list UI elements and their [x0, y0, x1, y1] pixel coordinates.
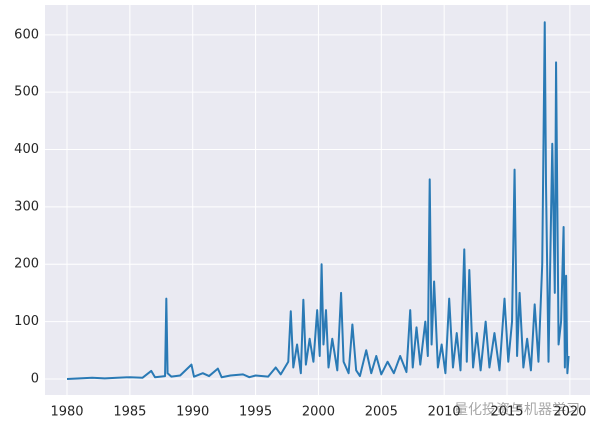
x-tick-label: 2010	[428, 405, 461, 420]
y-tick-label: 600	[14, 27, 39, 42]
y-tick-label: 400	[14, 142, 39, 157]
y-tick-label: 100	[14, 314, 39, 329]
y-tick-label: 200	[14, 257, 39, 272]
x-tick-label: 1990	[176, 405, 209, 420]
x-tick-label: 1985	[113, 405, 146, 420]
y-tick-label: 500	[14, 85, 39, 100]
x-tick-label: 1980	[50, 405, 83, 420]
y-tick-label: 300	[14, 199, 39, 214]
x-tick-label: 2020	[553, 405, 586, 420]
data-line	[66, 21, 570, 380]
watermark: 量化投资与机器学习	[454, 402, 580, 418]
x-tick-label: 2000	[302, 405, 335, 420]
x-tick-label: 1995	[239, 405, 272, 420]
plot-area	[45, 5, 590, 395]
x-tick-label: 2005	[365, 405, 398, 420]
y-tick-label: 0	[31, 371, 39, 386]
x-tick-label: 2015	[490, 405, 523, 420]
